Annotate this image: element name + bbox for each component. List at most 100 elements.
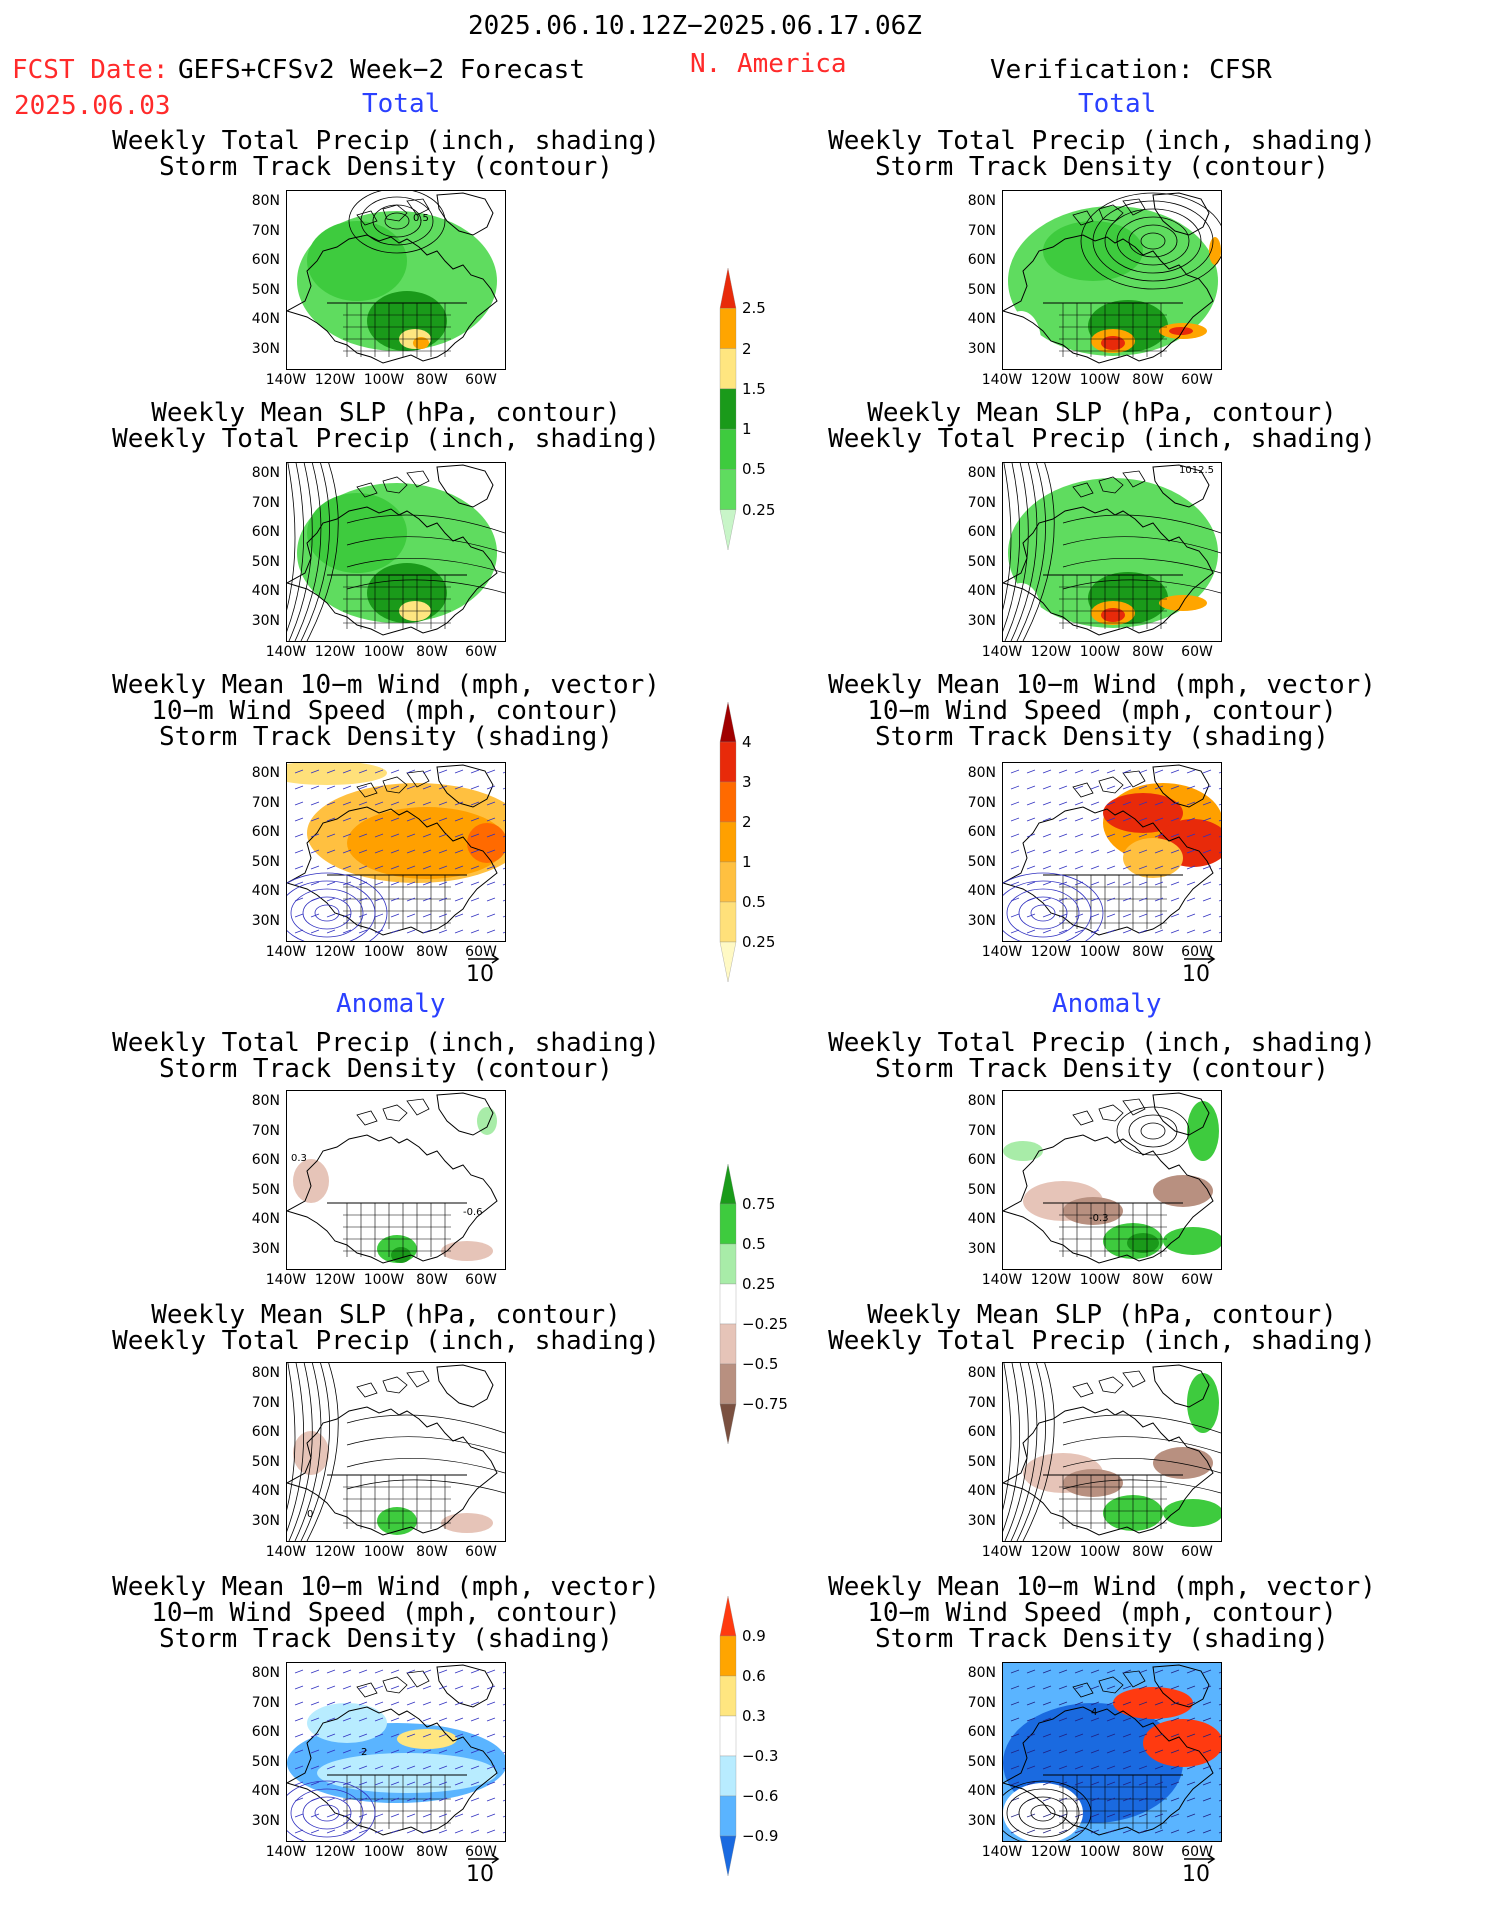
storm-anomaly-shading xyxy=(397,1729,457,1749)
wind-vector xyxy=(454,817,464,822)
coastline xyxy=(1003,1706,1214,1836)
wind-vector xyxy=(310,1749,320,1754)
lat-label: 60N xyxy=(967,252,996,268)
wind-vector xyxy=(1202,1733,1212,1738)
wind-speed-contour xyxy=(1003,880,1092,941)
lon-label: 140W xyxy=(981,644,1023,660)
coastline xyxy=(1003,234,1214,364)
wind-vector xyxy=(1090,1781,1100,1786)
wind-vector xyxy=(1090,1733,1100,1738)
map-panel-cfsr-anom-wind: 4 xyxy=(1002,1662,1222,1842)
lat-label: 60N xyxy=(967,824,996,840)
lat-label: 80N xyxy=(251,1665,280,1681)
arctic-island xyxy=(406,1670,430,1688)
isobar xyxy=(346,1479,505,1494)
wind-vector xyxy=(1106,801,1116,806)
wind-vector xyxy=(326,1765,336,1770)
wind-vector xyxy=(1122,1829,1132,1834)
wind-vector xyxy=(358,801,368,806)
wind-speed-contour xyxy=(314,1804,340,1822)
coastline xyxy=(1003,506,1214,636)
wind-vector xyxy=(1218,915,1221,918)
lat-label: 70N xyxy=(251,1695,280,1711)
verification-label: Verification: CFSR xyxy=(990,55,1272,85)
title-cfsr-slp-line2: Weekly Total Precip (inch, shading) xyxy=(828,424,1376,454)
colorbar-tick: 0.25 xyxy=(742,500,776,519)
lon-label: 140W xyxy=(981,372,1023,388)
wind-vector xyxy=(1218,1735,1221,1738)
wind-vector xyxy=(358,1829,368,1834)
wind-vector xyxy=(1138,881,1148,886)
colorbar-tick: 0.25 xyxy=(742,933,776,951)
wind-vector xyxy=(294,769,304,774)
wind-vector xyxy=(1154,801,1164,806)
wind-vector xyxy=(1010,769,1020,774)
wind-vector xyxy=(502,851,505,854)
wind-vector xyxy=(1010,1733,1020,1738)
wind-vector xyxy=(406,849,416,854)
wind-speed-contour xyxy=(290,888,364,938)
wind-vector xyxy=(374,1813,384,1818)
wind-vector xyxy=(390,1829,400,1834)
wind-vector xyxy=(470,769,480,774)
contour-label: -0.6 xyxy=(463,1207,483,1218)
lat-label: 40N xyxy=(967,1211,996,1227)
lon-label: 100W xyxy=(1079,1844,1121,1860)
precip-anomaly-shading xyxy=(1127,1233,1159,1253)
title-cfsr-precip-line1: Weekly Total Precip (inch, shading) xyxy=(828,126,1376,156)
lon-label: 100W xyxy=(1079,1544,1121,1560)
map-panel-cfsr-total-slp: 1012.5 xyxy=(1002,462,1222,642)
colorbar-tick: −0.3 xyxy=(742,1747,779,1765)
wind-vector xyxy=(374,785,384,790)
wind-vector xyxy=(390,1797,400,1802)
arctic-island xyxy=(356,210,378,226)
colorbar-tick: 2 xyxy=(742,813,752,831)
colorbar-precip-anomaly xyxy=(718,1163,738,1448)
wind-vector xyxy=(454,1765,464,1770)
wind-vector xyxy=(470,785,480,790)
wind-vector xyxy=(1010,849,1020,854)
wind-vector xyxy=(438,897,448,902)
lat-label: 30N xyxy=(967,1813,996,1829)
wind-vector xyxy=(1154,817,1164,822)
wind-vector xyxy=(486,1669,496,1674)
wind-vector xyxy=(1090,849,1100,854)
wind-vector xyxy=(422,769,432,774)
wind-vector xyxy=(342,1733,352,1738)
wind-vector xyxy=(1170,849,1180,854)
wind-vector xyxy=(1170,865,1180,870)
wind-vector xyxy=(326,1749,336,1754)
precip-anomaly-shading xyxy=(1063,1469,1123,1497)
wind-vector xyxy=(1090,801,1100,806)
wind-vector xyxy=(422,1733,432,1738)
wind-vector xyxy=(1186,929,1196,934)
wind-vector xyxy=(502,1719,505,1722)
wind-vector xyxy=(422,801,432,806)
wind-vector xyxy=(1058,897,1068,902)
wind-vector xyxy=(502,899,505,902)
wind-vector xyxy=(1138,785,1148,790)
arctic-island xyxy=(1072,482,1094,498)
wind-vector xyxy=(1154,913,1164,918)
wind-vector xyxy=(1122,929,1132,934)
colorbar-segment xyxy=(719,1363,737,1405)
greenland-outline xyxy=(436,1664,494,1708)
wind-vector xyxy=(1042,1797,1052,1802)
wind-vector xyxy=(1106,817,1116,822)
colorbar-tick: 0.25 xyxy=(742,1275,776,1293)
wind-vector xyxy=(1090,833,1100,838)
wind-vector xyxy=(1138,913,1148,918)
isobar xyxy=(1004,463,1029,641)
wind-vector xyxy=(1186,849,1196,854)
title-cfsr-precip-line2: Storm Track Density (contour) xyxy=(875,152,1329,182)
wind-vector xyxy=(470,881,480,886)
lat-label: 60N xyxy=(251,524,280,540)
wind-vector xyxy=(1090,1813,1100,1818)
wind-vector xyxy=(1026,1701,1036,1706)
title-fcst-wind-line2: 10−m Wind Speed (mph, contour) xyxy=(151,696,621,726)
arctic-island xyxy=(1072,782,1094,798)
wind-vector xyxy=(1058,1669,1068,1674)
wind-vector xyxy=(1010,1813,1020,1818)
wind-vector xyxy=(374,1829,384,1834)
wind-vector xyxy=(374,1701,384,1706)
